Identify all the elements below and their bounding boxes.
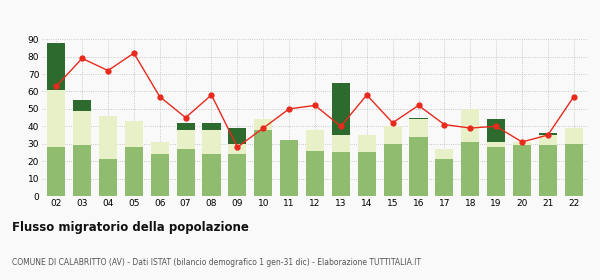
Bar xyxy=(176,130,194,149)
Bar xyxy=(306,151,324,196)
Bar xyxy=(73,111,91,146)
Bar xyxy=(125,121,143,147)
Bar xyxy=(565,144,583,196)
Bar xyxy=(73,146,91,196)
Bar xyxy=(47,147,65,196)
Bar xyxy=(73,100,91,111)
Bar xyxy=(487,119,505,142)
Bar xyxy=(99,116,117,159)
Bar xyxy=(280,140,298,196)
Bar xyxy=(436,159,454,196)
Bar xyxy=(539,133,557,135)
Bar xyxy=(487,147,505,196)
Bar xyxy=(254,130,272,196)
Bar xyxy=(461,109,479,142)
Bar xyxy=(409,119,428,137)
Bar xyxy=(229,128,247,144)
Bar xyxy=(461,142,479,196)
Bar xyxy=(47,43,65,90)
Bar xyxy=(332,152,350,196)
Bar xyxy=(47,90,65,147)
Bar xyxy=(125,147,143,196)
Bar xyxy=(383,126,401,144)
Bar xyxy=(539,135,557,146)
Bar xyxy=(229,154,247,196)
Bar xyxy=(358,135,376,152)
Bar xyxy=(332,135,350,152)
Bar xyxy=(436,149,454,159)
Bar xyxy=(254,119,272,130)
Bar xyxy=(409,137,428,196)
Bar xyxy=(332,83,350,135)
Bar xyxy=(229,144,247,154)
Bar xyxy=(383,144,401,196)
Bar xyxy=(202,154,221,196)
Bar xyxy=(176,123,194,130)
Bar xyxy=(565,128,583,144)
Bar xyxy=(176,149,194,196)
Bar xyxy=(151,142,169,154)
Bar xyxy=(513,142,531,146)
Text: COMUNE DI CALABRITTO (AV) - Dati ISTAT (bilancio demografico 1 gen-31 dic) - Ela: COMUNE DI CALABRITTO (AV) - Dati ISTAT (… xyxy=(12,258,421,267)
Bar xyxy=(513,146,531,196)
Bar xyxy=(151,154,169,196)
Bar xyxy=(99,159,117,196)
Bar xyxy=(358,152,376,196)
Bar xyxy=(409,118,428,119)
Text: Flusso migratorio della popolazione: Flusso migratorio della popolazione xyxy=(12,221,249,234)
Bar xyxy=(539,146,557,196)
Bar xyxy=(306,130,324,151)
Bar xyxy=(202,123,221,130)
Bar xyxy=(487,142,505,147)
Bar xyxy=(202,130,221,154)
